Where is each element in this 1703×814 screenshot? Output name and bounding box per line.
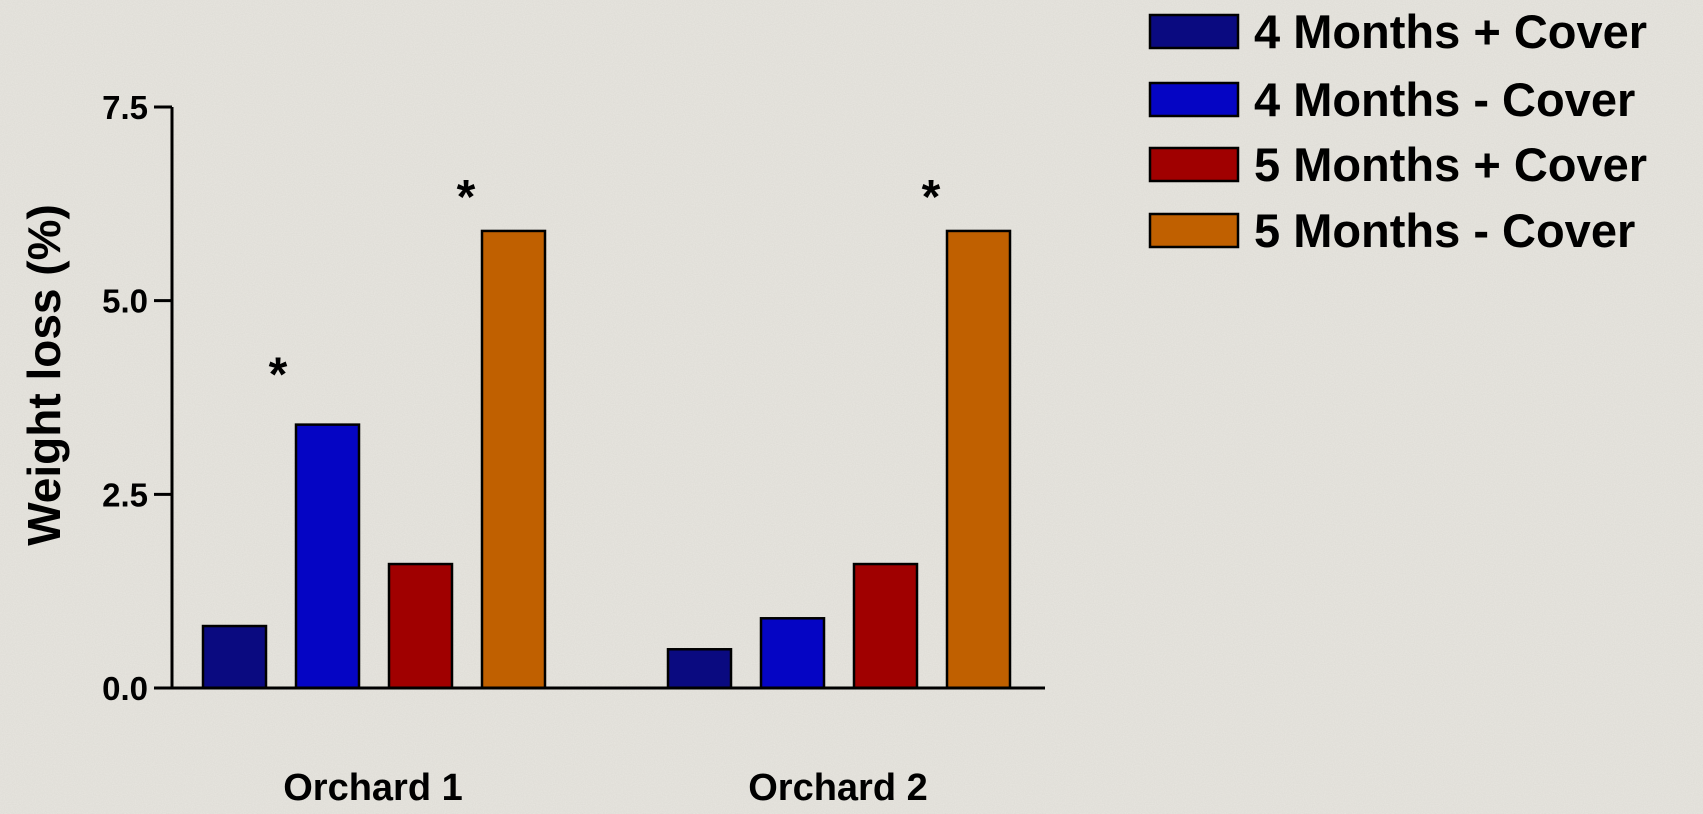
legend-label: 5 Months - Cover	[1254, 204, 1635, 257]
significance-marker: *	[269, 349, 288, 402]
significance-marker: *	[457, 171, 476, 224]
y-tick-label: 2.5	[102, 476, 148, 513]
bar-1-1	[201, 624, 268, 690]
legend-label: 4 Months - Cover	[1254, 73, 1635, 126]
bar-2-4	[945, 229, 1012, 690]
legend-label: 5 Months + Cover	[1254, 138, 1647, 191]
y-tick-label: 7.5	[102, 89, 148, 126]
legend-swatch	[1148, 81, 1240, 118]
labels-layer: * * * 0.0 2.5 5.0 7.5 Orchard 1 Orchard 2 Weight …	[18, 89, 941, 809]
significance-marker: *	[922, 171, 941, 224]
legend-swatch	[1148, 212, 1240, 249]
y-tick-label: 0.0	[102, 670, 148, 707]
legend-swatch	[1148, 146, 1240, 183]
axes-layer	[154, 105, 1045, 690]
y-axis-title: Weight loss (%)	[18, 204, 70, 546]
bars-layer	[201, 229, 1012, 690]
bar-2-2	[759, 617, 826, 690]
bar-1-4	[480, 229, 547, 690]
y-tick-label: 5.0	[102, 283, 148, 320]
bar-2-1	[666, 648, 733, 690]
bar-1-2	[294, 423, 361, 690]
legend-swatch	[1148, 13, 1240, 50]
legend-label: 4 Months + Cover	[1254, 5, 1647, 58]
legend: 4 Months + Cover 4 Months - Cover 5 Months…	[1148, 5, 1647, 257]
bar-2-3	[852, 562, 919, 690]
x-category-label: Orchard 1	[283, 767, 463, 809]
x-category-label: Orchard 2	[748, 767, 928, 809]
bar-1-3	[387, 562, 454, 690]
